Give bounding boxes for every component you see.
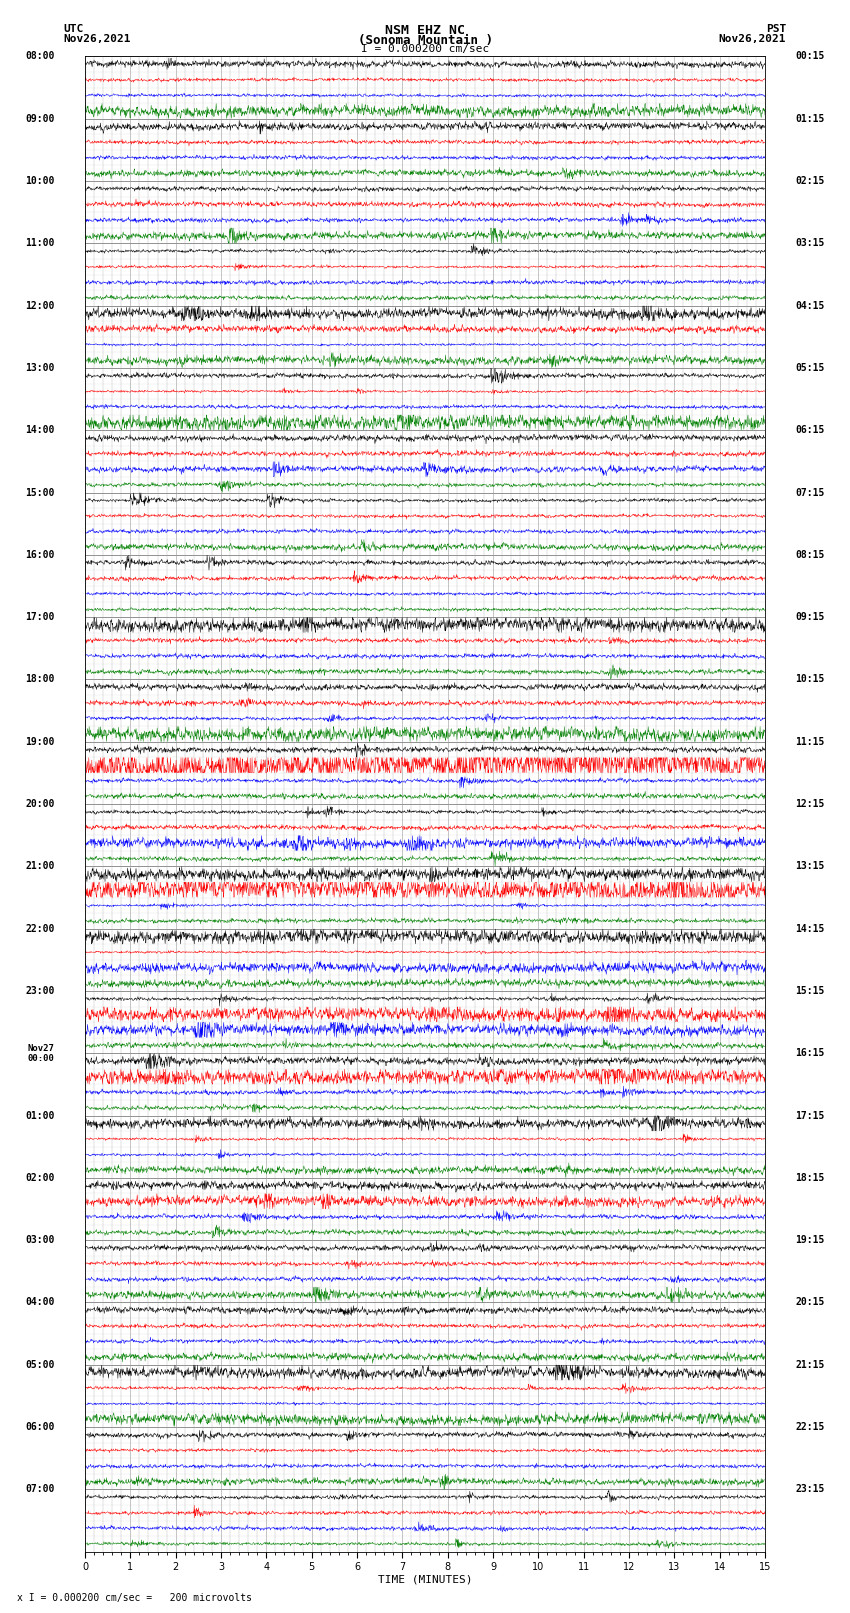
Text: 19:00: 19:00 [25,737,54,747]
Text: 19:15: 19:15 [796,1236,825,1245]
Text: 04:15: 04:15 [796,300,825,311]
Text: 06:00: 06:00 [25,1423,54,1432]
Text: 21:00: 21:00 [25,861,54,871]
Text: Nov26,2021: Nov26,2021 [64,34,131,44]
Text: x I = 0.000200 cm/sec =   200 microvolts: x I = 0.000200 cm/sec = 200 microvolts [17,1594,252,1603]
Text: 04:00: 04:00 [25,1297,54,1308]
Text: 06:15: 06:15 [796,426,825,436]
Text: 12:00: 12:00 [25,300,54,311]
Text: 21:15: 21:15 [796,1360,825,1369]
Text: 05:00: 05:00 [25,1360,54,1369]
Text: 07:00: 07:00 [25,1484,54,1494]
Text: 23:00: 23:00 [25,986,54,995]
Text: 09:00: 09:00 [25,115,54,124]
Text: NSM EHZ NC: NSM EHZ NC [385,24,465,37]
Text: 11:15: 11:15 [796,737,825,747]
Text: (Sonoma Mountain ): (Sonoma Mountain ) [358,34,492,47]
Text: 18:00: 18:00 [25,674,54,684]
Text: 11:00: 11:00 [25,239,54,248]
Text: 00:15: 00:15 [796,52,825,61]
Text: 15:00: 15:00 [25,487,54,497]
Text: 17:00: 17:00 [25,613,54,623]
Text: 02:15: 02:15 [796,176,825,185]
Text: 14:00: 14:00 [25,426,54,436]
Text: 10:15: 10:15 [796,674,825,684]
Text: 13:00: 13:00 [25,363,54,373]
Text: Nov26,2021: Nov26,2021 [719,34,786,44]
Text: 18:15: 18:15 [796,1173,825,1182]
Text: 01:15: 01:15 [796,115,825,124]
Text: 17:15: 17:15 [796,1111,825,1121]
Text: 02:00: 02:00 [25,1173,54,1182]
Text: 22:00: 22:00 [25,924,54,934]
Text: 07:15: 07:15 [796,487,825,497]
Text: 09:15: 09:15 [796,613,825,623]
Text: 14:15: 14:15 [796,924,825,934]
Text: 15:15: 15:15 [796,986,825,995]
Text: PST: PST [766,24,786,34]
Text: Nov27
00:00: Nov27 00:00 [27,1044,54,1063]
Text: 05:15: 05:15 [796,363,825,373]
Text: 20:15: 20:15 [796,1297,825,1308]
Text: 01:00: 01:00 [25,1111,54,1121]
Text: 08:15: 08:15 [796,550,825,560]
Text: 03:15: 03:15 [796,239,825,248]
Text: 16:15: 16:15 [796,1048,825,1058]
Text: 08:00: 08:00 [25,52,54,61]
Text: 12:15: 12:15 [796,798,825,810]
Text: 23:15: 23:15 [796,1484,825,1494]
X-axis label: TIME (MINUTES): TIME (MINUTES) [377,1574,473,1586]
Text: I = 0.000200 cm/sec: I = 0.000200 cm/sec [361,44,489,53]
Text: 10:00: 10:00 [25,176,54,185]
Text: 03:00: 03:00 [25,1236,54,1245]
Text: 13:15: 13:15 [796,861,825,871]
Text: UTC: UTC [64,24,84,34]
Text: 20:00: 20:00 [25,798,54,810]
Text: 16:00: 16:00 [25,550,54,560]
Text: 22:15: 22:15 [796,1423,825,1432]
